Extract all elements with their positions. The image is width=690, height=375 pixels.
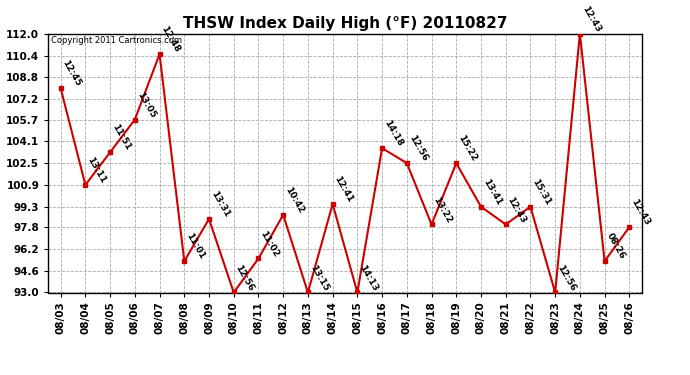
- Text: 11:02: 11:02: [259, 229, 281, 258]
- Text: 12:56: 12:56: [407, 134, 429, 163]
- Text: 12:41: 12:41: [333, 175, 355, 204]
- Text: 12:45: 12:45: [61, 59, 83, 88]
- Text: 14:13: 14:13: [357, 263, 380, 292]
- Text: 13:41: 13:41: [481, 177, 503, 207]
- Text: 12:43: 12:43: [506, 195, 528, 224]
- Text: 12:56: 12:56: [234, 263, 256, 292]
- Text: 08:26: 08:26: [604, 232, 627, 261]
- Text: 12:43: 12:43: [580, 4, 602, 34]
- Text: 10:42: 10:42: [283, 186, 305, 215]
- Text: 11:01: 11:01: [184, 232, 206, 261]
- Text: 13:15: 13:15: [308, 263, 330, 292]
- Text: 13:31: 13:31: [209, 190, 231, 219]
- Text: 13:11: 13:11: [86, 156, 108, 185]
- Text: 11:51: 11:51: [110, 123, 132, 152]
- Title: THSW Index Daily High (°F) 20110827: THSW Index Daily High (°F) 20110827: [183, 16, 507, 31]
- Text: Copyright 2011 Cartronics.com: Copyright 2011 Cartronics.com: [51, 36, 182, 45]
- Text: 15:31: 15:31: [531, 177, 553, 207]
- Text: 13:22: 13:22: [431, 195, 453, 224]
- Text: 12:48: 12:48: [159, 25, 181, 54]
- Text: 13:05: 13:05: [135, 90, 157, 120]
- Text: 12:43: 12:43: [629, 198, 651, 227]
- Text: 14:18: 14:18: [382, 119, 404, 148]
- Text: 12:56: 12:56: [555, 263, 578, 292]
- Text: 15:22: 15:22: [456, 134, 478, 163]
